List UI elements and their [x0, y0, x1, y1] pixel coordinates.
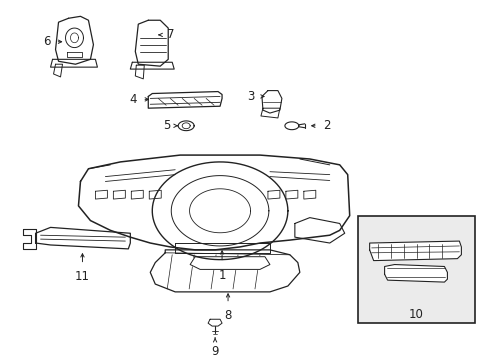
- Polygon shape: [131, 190, 143, 199]
- Polygon shape: [50, 59, 97, 67]
- Polygon shape: [285, 122, 298, 130]
- Polygon shape: [267, 190, 279, 199]
- Polygon shape: [303, 190, 315, 199]
- Polygon shape: [262, 91, 281, 113]
- Polygon shape: [135, 65, 144, 79]
- Text: 5: 5: [163, 119, 170, 132]
- Polygon shape: [294, 217, 344, 243]
- Polygon shape: [149, 190, 161, 199]
- Text: 11: 11: [75, 270, 90, 283]
- Polygon shape: [135, 20, 168, 66]
- Text: 8: 8: [224, 310, 231, 323]
- Text: 1: 1: [218, 269, 225, 282]
- Text: 6: 6: [43, 35, 50, 48]
- Polygon shape: [36, 228, 130, 249]
- Polygon shape: [384, 265, 447, 282]
- Polygon shape: [261, 108, 279, 118]
- Polygon shape: [150, 250, 299, 292]
- Polygon shape: [208, 319, 222, 326]
- Text: 3: 3: [247, 90, 254, 103]
- Polygon shape: [369, 241, 461, 261]
- Text: 2: 2: [322, 119, 329, 132]
- Polygon shape: [113, 190, 125, 199]
- Polygon shape: [190, 257, 269, 269]
- Polygon shape: [178, 121, 194, 131]
- Polygon shape: [285, 190, 297, 199]
- Polygon shape: [56, 16, 93, 64]
- Text: 9: 9: [211, 345, 219, 357]
- Polygon shape: [78, 155, 349, 250]
- Text: 4: 4: [129, 93, 137, 106]
- Polygon shape: [53, 64, 62, 77]
- Polygon shape: [66, 51, 82, 57]
- Polygon shape: [175, 243, 269, 253]
- Bar: [357, 216, 474, 323]
- Polygon shape: [22, 229, 36, 249]
- Polygon shape: [148, 91, 222, 108]
- Text: 7: 7: [167, 28, 174, 41]
- Polygon shape: [130, 62, 174, 69]
- Polygon shape: [95, 190, 107, 199]
- Text: 10: 10: [408, 309, 423, 321]
